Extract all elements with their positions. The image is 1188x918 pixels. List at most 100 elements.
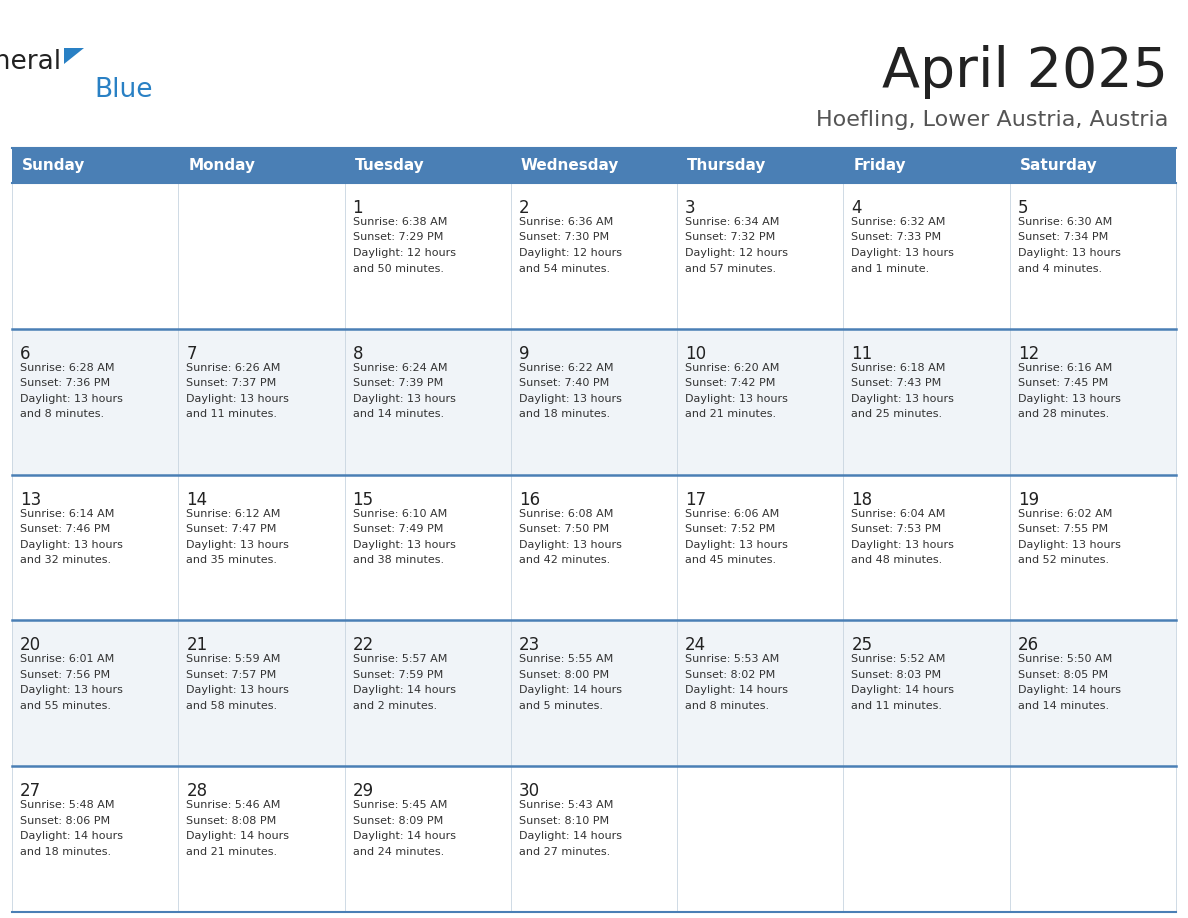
Text: 23: 23 <box>519 636 541 655</box>
Text: Sunrise: 6:06 AM: Sunrise: 6:06 AM <box>685 509 779 519</box>
Text: Sunrise: 6:14 AM: Sunrise: 6:14 AM <box>20 509 114 519</box>
Text: and 32 minutes.: and 32 minutes. <box>20 555 112 565</box>
Text: Sunrise: 6:26 AM: Sunrise: 6:26 AM <box>187 363 280 373</box>
Text: 20: 20 <box>20 636 42 655</box>
Text: Daylight: 13 hours: Daylight: 13 hours <box>852 540 954 550</box>
Text: Sunrise: 5:53 AM: Sunrise: 5:53 AM <box>685 655 779 665</box>
Text: Daylight: 13 hours: Daylight: 13 hours <box>1018 540 1120 550</box>
Text: Sunrise: 6:10 AM: Sunrise: 6:10 AM <box>353 509 447 519</box>
Text: and 25 minutes.: and 25 minutes. <box>852 409 942 420</box>
Text: Sunset: 8:10 PM: Sunset: 8:10 PM <box>519 816 609 825</box>
Text: 28: 28 <box>187 782 208 800</box>
Text: Sunrise: 6:20 AM: Sunrise: 6:20 AM <box>685 363 779 373</box>
Text: Sunrise: 6:34 AM: Sunrise: 6:34 AM <box>685 217 779 227</box>
Text: and 21 minutes.: and 21 minutes. <box>685 409 776 420</box>
Text: 6: 6 <box>20 345 31 363</box>
Text: Sunrise: 5:55 AM: Sunrise: 5:55 AM <box>519 655 613 665</box>
Text: 5: 5 <box>1018 199 1029 217</box>
Text: 9: 9 <box>519 345 530 363</box>
Text: Daylight: 14 hours: Daylight: 14 hours <box>187 831 290 841</box>
Bar <box>12 621 1176 767</box>
Text: Daylight: 13 hours: Daylight: 13 hours <box>20 394 122 404</box>
Text: Sunset: 7:42 PM: Sunset: 7:42 PM <box>685 378 776 388</box>
Text: and 55 minutes.: and 55 minutes. <box>20 701 110 711</box>
Text: Sunset: 8:05 PM: Sunset: 8:05 PM <box>1018 670 1108 680</box>
Text: and 57 minutes.: and 57 minutes. <box>685 263 776 274</box>
Text: 24: 24 <box>685 636 707 655</box>
Text: Daylight: 13 hours: Daylight: 13 hours <box>685 394 788 404</box>
Text: Sunset: 7:50 PM: Sunset: 7:50 PM <box>519 524 609 534</box>
Text: 21: 21 <box>187 636 208 655</box>
Bar <box>12 767 1176 912</box>
Text: Friday: Friday <box>853 158 906 173</box>
Text: Daylight: 13 hours: Daylight: 13 hours <box>852 394 954 404</box>
Text: 25: 25 <box>852 636 872 655</box>
Text: Sunrise: 6:38 AM: Sunrise: 6:38 AM <box>353 217 447 227</box>
Text: Daylight: 14 hours: Daylight: 14 hours <box>353 686 455 696</box>
Text: 26: 26 <box>1018 636 1038 655</box>
Text: Sunday: Sunday <box>23 158 86 173</box>
Text: and 4 minutes.: and 4 minutes. <box>1018 263 1101 274</box>
Bar <box>12 148 1176 183</box>
Text: General: General <box>0 49 62 75</box>
Text: 4: 4 <box>852 199 862 217</box>
Text: Sunset: 7:49 PM: Sunset: 7:49 PM <box>353 524 443 534</box>
Text: Daylight: 13 hours: Daylight: 13 hours <box>1018 248 1120 258</box>
Text: 16: 16 <box>519 490 541 509</box>
Text: 19: 19 <box>1018 490 1038 509</box>
Text: 8: 8 <box>353 345 364 363</box>
Text: Sunrise: 5:46 AM: Sunrise: 5:46 AM <box>187 800 280 811</box>
Text: Daylight: 13 hours: Daylight: 13 hours <box>353 540 455 550</box>
Text: April 2025: April 2025 <box>881 45 1168 99</box>
Text: 17: 17 <box>685 490 707 509</box>
Text: and 48 minutes.: and 48 minutes. <box>852 555 943 565</box>
Text: Daylight: 14 hours: Daylight: 14 hours <box>1018 686 1120 696</box>
Text: 13: 13 <box>20 490 42 509</box>
Text: Sunset: 7:55 PM: Sunset: 7:55 PM <box>1018 524 1108 534</box>
Text: Sunrise: 6:08 AM: Sunrise: 6:08 AM <box>519 509 613 519</box>
Text: Sunset: 8:02 PM: Sunset: 8:02 PM <box>685 670 776 680</box>
Text: Blue: Blue <box>94 77 152 103</box>
Text: Monday: Monday <box>188 158 255 173</box>
Text: Sunset: 7:34 PM: Sunset: 7:34 PM <box>1018 232 1108 242</box>
Text: Sunset: 7:59 PM: Sunset: 7:59 PM <box>353 670 443 680</box>
Text: 22: 22 <box>353 636 374 655</box>
Text: Sunset: 7:33 PM: Sunset: 7:33 PM <box>852 232 942 242</box>
Text: Daylight: 12 hours: Daylight: 12 hours <box>353 248 455 258</box>
Text: Sunset: 7:47 PM: Sunset: 7:47 PM <box>187 524 277 534</box>
Text: and 18 minutes.: and 18 minutes. <box>519 409 609 420</box>
Text: Sunrise: 6:18 AM: Sunrise: 6:18 AM <box>852 363 946 373</box>
Bar <box>12 329 1176 475</box>
Text: Saturday: Saturday <box>1019 158 1098 173</box>
Text: Wednesday: Wednesday <box>520 158 619 173</box>
Text: Sunrise: 6:36 AM: Sunrise: 6:36 AM <box>519 217 613 227</box>
Text: Sunrise: 6:30 AM: Sunrise: 6:30 AM <box>1018 217 1112 227</box>
Text: Daylight: 14 hours: Daylight: 14 hours <box>353 831 455 841</box>
Text: Sunset: 7:32 PM: Sunset: 7:32 PM <box>685 232 776 242</box>
Text: Daylight: 13 hours: Daylight: 13 hours <box>187 540 289 550</box>
Text: Daylight: 13 hours: Daylight: 13 hours <box>852 248 954 258</box>
Text: Sunrise: 6:01 AM: Sunrise: 6:01 AM <box>20 655 114 665</box>
Text: Sunset: 7:45 PM: Sunset: 7:45 PM <box>1018 378 1108 388</box>
Text: 12: 12 <box>1018 345 1040 363</box>
Text: Sunset: 7:39 PM: Sunset: 7:39 PM <box>353 378 443 388</box>
Text: and 27 minutes.: and 27 minutes. <box>519 846 611 856</box>
Text: Daylight: 12 hours: Daylight: 12 hours <box>685 248 788 258</box>
Text: and 50 minutes.: and 50 minutes. <box>353 263 443 274</box>
Text: Sunrise: 6:22 AM: Sunrise: 6:22 AM <box>519 363 613 373</box>
Text: and 14 minutes.: and 14 minutes. <box>353 409 443 420</box>
Text: Sunrise: 6:32 AM: Sunrise: 6:32 AM <box>852 217 946 227</box>
Text: Sunset: 7:29 PM: Sunset: 7:29 PM <box>353 232 443 242</box>
Text: Sunset: 8:06 PM: Sunset: 8:06 PM <box>20 816 110 825</box>
Text: and 1 minute.: and 1 minute. <box>852 263 930 274</box>
Text: and 54 minutes.: and 54 minutes. <box>519 263 609 274</box>
Text: and 38 minutes.: and 38 minutes. <box>353 555 443 565</box>
Text: and 35 minutes.: and 35 minutes. <box>187 555 277 565</box>
Text: and 52 minutes.: and 52 minutes. <box>1018 555 1108 565</box>
Text: Sunrise: 5:57 AM: Sunrise: 5:57 AM <box>353 655 447 665</box>
Text: Sunset: 7:53 PM: Sunset: 7:53 PM <box>852 524 942 534</box>
Text: 30: 30 <box>519 782 541 800</box>
Text: Tuesday: Tuesday <box>354 158 424 173</box>
Text: Daylight: 12 hours: Daylight: 12 hours <box>519 248 621 258</box>
Text: Sunrise: 6:04 AM: Sunrise: 6:04 AM <box>852 509 946 519</box>
